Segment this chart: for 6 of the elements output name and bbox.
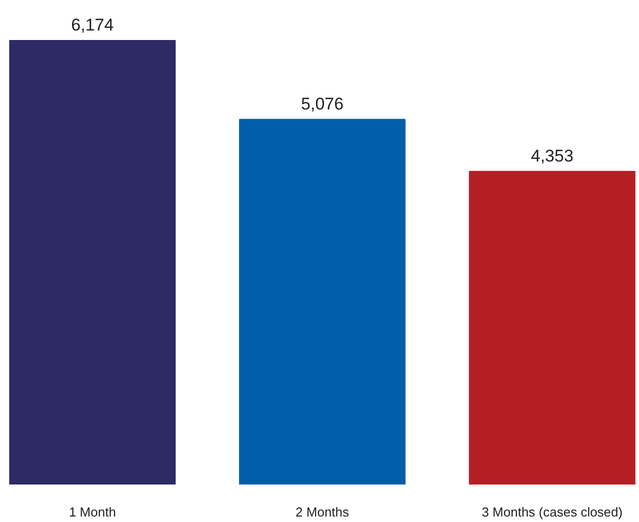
x-tick-label: 2 Months	[296, 504, 350, 520]
data-label: 5,076	[301, 94, 344, 114]
x-tick-label: 1 Month	[68, 504, 116, 520]
x-tick-label: 3 Months (cases closed)	[482, 504, 623, 520]
data-label: 6,174	[71, 15, 114, 34]
data-label: 4,353	[530, 146, 574, 166]
